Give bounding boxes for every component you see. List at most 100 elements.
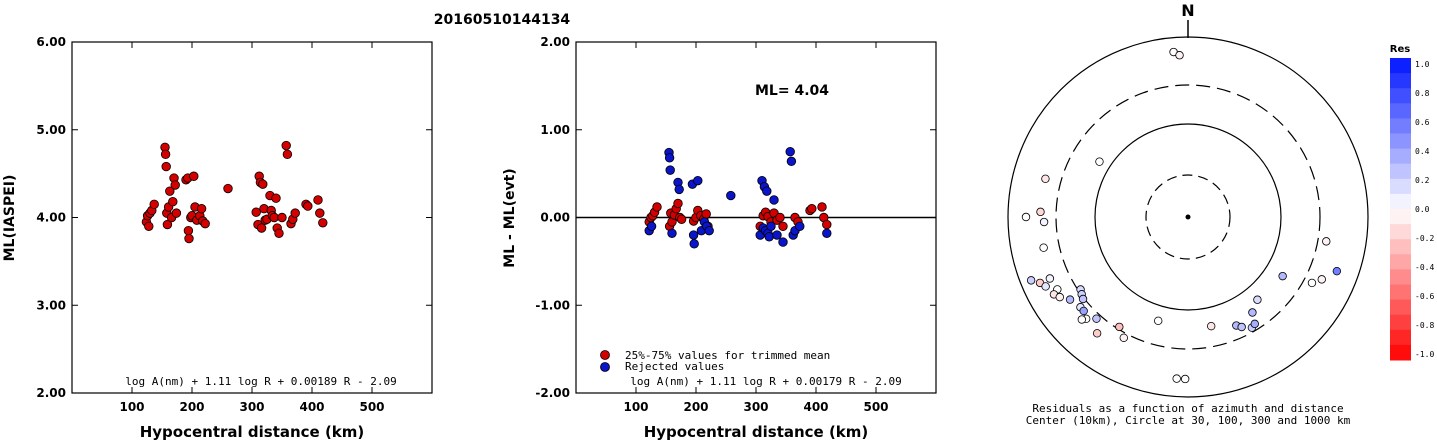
legend-label-trimmed: 25%-75% values for trimmed mean xyxy=(625,349,830,362)
station-marker xyxy=(1207,321,1216,331)
trimmed-point xyxy=(775,212,785,223)
station-marker xyxy=(1175,51,1184,60)
colorbar-cell xyxy=(1390,58,1411,74)
rejected-point xyxy=(762,186,772,196)
ml-annotation: ML= 4.04 xyxy=(755,83,829,99)
ml-point xyxy=(258,179,268,189)
plot2-xlabel: Hypocentral distance (km) xyxy=(644,423,869,441)
station-marker xyxy=(1278,271,1287,281)
rejected-point xyxy=(664,153,675,163)
station-marker xyxy=(1250,319,1259,329)
station-marker xyxy=(1036,207,1045,217)
station-marker xyxy=(1237,322,1246,332)
rejected-point xyxy=(667,228,677,238)
x-tick-label: 500 xyxy=(863,400,888,414)
station-marker xyxy=(1039,217,1049,227)
x-tick-label: 300 xyxy=(239,400,264,414)
station-marker xyxy=(1332,266,1342,276)
colorbar-cell xyxy=(1390,254,1411,270)
ml-vs-distance-plot: ML(IASPEI) Hypocentral distance (km) log… xyxy=(2,35,433,441)
trimmed-point xyxy=(652,202,662,212)
rejected-point xyxy=(693,175,703,186)
station-marker xyxy=(1154,316,1163,326)
colorbar-label: -0.2 xyxy=(1415,234,1434,243)
rejected-point xyxy=(689,239,699,249)
ring-300km xyxy=(1055,84,1321,350)
trimmed-point xyxy=(676,214,687,224)
colorbar-cell xyxy=(1390,193,1411,210)
colorbar-label: 0.4 xyxy=(1415,147,1430,156)
colorbar-cell xyxy=(1390,88,1411,104)
station-marker xyxy=(1041,282,1050,291)
ml-point xyxy=(290,208,300,218)
plot1-ticks: 100 200 300 400 500 6.00 5.00 4.00 3.00 2.00 xyxy=(36,35,432,414)
rejected-point xyxy=(786,156,797,167)
residual-vs-distance-plot: ML - ML(evt) Hypocentral distance (km) M… xyxy=(502,35,937,441)
ml-point xyxy=(282,149,293,160)
ml-point xyxy=(183,225,194,236)
y-tick-label: 5.00 xyxy=(36,123,66,137)
colorbar-cell xyxy=(1390,284,1411,301)
ml-point xyxy=(223,183,233,194)
x-tick-label: 200 xyxy=(683,400,708,414)
rejected-point xyxy=(778,237,788,247)
plot1-points xyxy=(141,140,328,244)
x-tick-label: 200 xyxy=(179,400,204,414)
station-marker xyxy=(1079,306,1088,316)
rejected-point xyxy=(674,184,684,195)
station-marker xyxy=(1307,278,1317,288)
colorbar-label: 0.8 xyxy=(1415,89,1430,98)
x-tick-label: 500 xyxy=(359,400,384,414)
station-marker xyxy=(1095,157,1104,166)
ring-1000km xyxy=(1007,36,1369,398)
colorbar-cell xyxy=(1390,148,1411,165)
ml-point xyxy=(184,233,194,244)
y-tick-label: -1.00 xyxy=(535,298,570,312)
station-marker xyxy=(1253,295,1262,304)
y-tick-label: 0.00 xyxy=(540,211,570,225)
rejected-point xyxy=(769,195,779,205)
y-tick-label: 2.00 xyxy=(36,386,66,400)
north-label: N xyxy=(1181,1,1194,20)
ml-point xyxy=(200,218,210,229)
x-tick-label: 400 xyxy=(299,400,324,414)
colorbar-cell xyxy=(1390,224,1411,240)
ml-point xyxy=(149,199,159,210)
trimmed-point xyxy=(807,204,817,214)
colorbar-label: 1.0 xyxy=(1415,60,1430,69)
ml-point xyxy=(196,204,207,214)
colorbar-label: 0.0 xyxy=(1415,205,1430,214)
station-marker xyxy=(1077,315,1087,324)
legend-marker-rejected xyxy=(600,362,610,372)
colorbar-cell xyxy=(1390,239,1411,255)
rejected-point xyxy=(646,221,657,231)
legend-label-rejected: Rejected values xyxy=(625,360,724,373)
rejected-point xyxy=(704,225,714,236)
plot2-points xyxy=(644,146,832,249)
ml-point xyxy=(313,195,323,205)
colorbar-cell xyxy=(1390,299,1411,316)
station-marker xyxy=(1248,308,1257,317)
colorbar-cell xyxy=(1390,178,1411,195)
trimmed-point xyxy=(673,198,683,209)
station-markers xyxy=(1021,47,1342,384)
ml-point xyxy=(168,197,178,207)
colorbar-cell xyxy=(1390,118,1411,134)
y-tick-label: 2.00 xyxy=(540,35,570,49)
ml-point xyxy=(189,171,199,181)
station-marker xyxy=(1172,374,1181,383)
azimuth-residual-map: N Residuals as a function of azimuth and… xyxy=(1007,1,1369,427)
plot2-ticks: 100 200 300 400 500 2.00 1.00 0.00 -1.00 -2.00 xyxy=(535,35,936,414)
colorbar-label: -1.0 xyxy=(1415,350,1434,359)
ml-point xyxy=(161,161,171,172)
plot1-ylabel: ML(IASPEI) xyxy=(2,175,18,262)
colorbar-cell xyxy=(1390,209,1411,225)
station-marker xyxy=(1021,212,1031,222)
colorbar-label: -0.8 xyxy=(1415,321,1434,330)
rejected-point xyxy=(764,232,774,242)
plot2-formula: log A(nm) + 1.11 log R + 0.00179 R - 2.0… xyxy=(630,375,902,388)
ml-point xyxy=(162,219,173,230)
colorbar-cell xyxy=(1390,163,1411,180)
ml-point xyxy=(251,207,261,217)
